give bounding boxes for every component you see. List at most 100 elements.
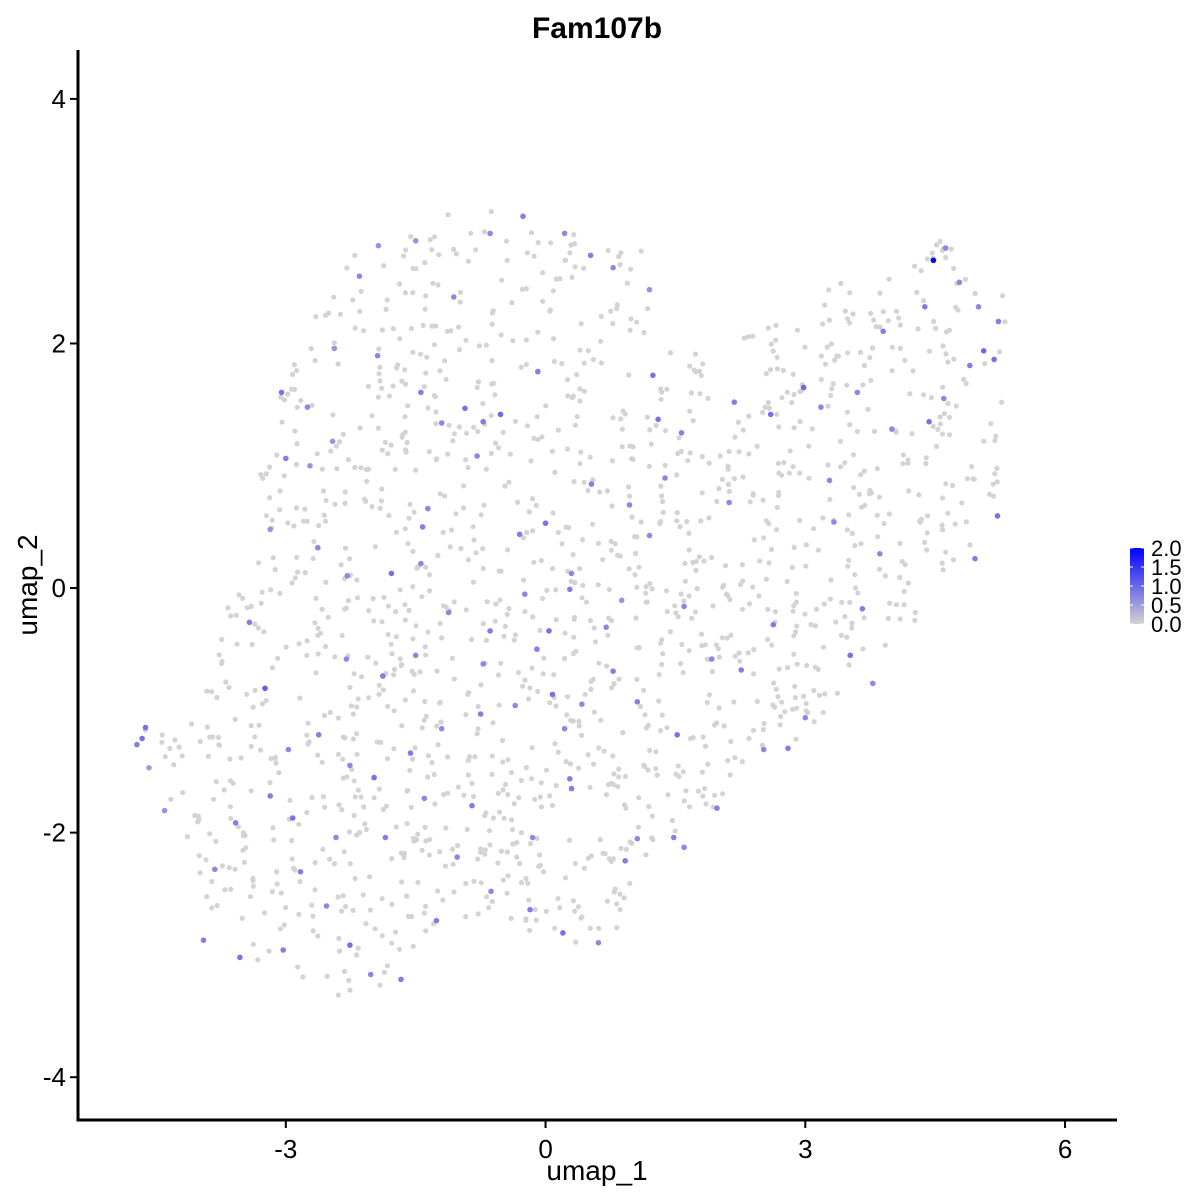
- cell-point: [315, 544, 321, 551]
- background-cell-point: [204, 688, 210, 694]
- background-cell-point: [228, 815, 234, 822]
- background-cell-point: [688, 390, 695, 396]
- y-axis-title: umap_2: [12, 534, 43, 635]
- background-cell-point: [325, 614, 331, 620]
- background-cell-point: [912, 263, 918, 269]
- background-cell-point: [402, 290, 409, 296]
- background-cell-point: [407, 767, 413, 773]
- background-cell-point: [550, 336, 557, 342]
- background-cell-point: [518, 830, 525, 836]
- background-cell-point: [375, 425, 381, 431]
- background-cell-point: [256, 722, 262, 728]
- background-cell-point: [844, 382, 850, 388]
- background-cell-point: [549, 802, 556, 809]
- background-cell-point: [397, 336, 403, 342]
- background-cell-point: [529, 665, 535, 671]
- background-cell-point: [270, 825, 276, 831]
- background-cell-point: [344, 265, 350, 271]
- background-cell-point: [993, 433, 999, 439]
- background-cell-point: [523, 875, 529, 882]
- background-cell-point: [939, 431, 946, 437]
- background-cell-point: [523, 764, 530, 771]
- background-cell-point: [741, 335, 747, 341]
- background-cell-point: [889, 344, 895, 350]
- background-cell-point: [663, 588, 670, 594]
- background-cell-point: [466, 754, 473, 760]
- background-cell-point: [333, 443, 339, 449]
- background-cell-point: [406, 607, 412, 614]
- cell-point: [975, 304, 982, 310]
- background-cell-point: [300, 518, 307, 524]
- cell-point: [560, 930, 566, 936]
- background-cell-point: [505, 791, 511, 798]
- background-cell-point: [528, 776, 535, 782]
- background-cell-point: [590, 521, 596, 527]
- background-cell-point: [210, 734, 216, 740]
- background-cell-point: [405, 403, 411, 409]
- background-cell-point: [902, 562, 908, 568]
- background-cell-point: [281, 922, 287, 928]
- background-cell-point: [914, 289, 920, 295]
- background-cell-point: [433, 457, 439, 463]
- background-cell-point: [629, 514, 635, 520]
- background-cell-point: [406, 515, 412, 521]
- background-cell-point: [774, 411, 780, 417]
- background-cell-point: [397, 587, 403, 593]
- background-cell-point: [430, 280, 436, 286]
- background-cell-point: [681, 798, 687, 804]
- background-cell-point: [858, 472, 864, 478]
- background-cell-point: [320, 846, 326, 852]
- background-cell-point: [476, 343, 482, 349]
- background-cell-point: [501, 633, 507, 640]
- background-cell-point: [686, 530, 692, 536]
- background-cell-point: [945, 359, 951, 365]
- background-cell-point: [846, 662, 852, 668]
- background-cell-point: [366, 608, 372, 614]
- background-cell-point: [328, 448, 334, 454]
- background-cell-point: [528, 458, 534, 464]
- cell-point: [646, 532, 653, 539]
- cell-point: [480, 661, 487, 667]
- background-cell-point: [528, 841, 534, 847]
- background-cell-point: [791, 651, 797, 657]
- background-cell-point: [672, 828, 678, 834]
- background-cell-point: [419, 725, 425, 731]
- background-cell-point: [379, 486, 385, 492]
- background-cell-point: [385, 603, 391, 609]
- background-cell-point: [797, 470, 803, 476]
- background-cell-point: [851, 485, 857, 491]
- background-cell-point: [443, 825, 449, 831]
- background-cell-point: [617, 262, 623, 268]
- cell-point: [626, 502, 633, 508]
- background-cell-point: [500, 429, 506, 435]
- background-cell-point: [700, 361, 706, 367]
- background-cell-point: [250, 883, 256, 889]
- background-cell-point: [358, 674, 365, 680]
- cell-point: [329, 438, 336, 445]
- background-cell-point: [481, 229, 488, 235]
- background-cell-point: [596, 660, 602, 666]
- background-cell-point: [821, 601, 827, 607]
- background-cell-point: [475, 856, 481, 862]
- background-cell-point: [511, 801, 517, 807]
- background-cell-point: [780, 367, 787, 373]
- background-cell-point: [889, 368, 895, 374]
- background-cell-point: [699, 453, 705, 460]
- background-cell-point: [563, 758, 569, 765]
- background-cell-point: [410, 943, 416, 949]
- background-cell-point: [736, 650, 742, 656]
- background-cell-point: [921, 392, 927, 398]
- cell-point: [972, 555, 978, 562]
- background-cell-point: [423, 838, 429, 844]
- background-cell-point: [845, 563, 851, 569]
- cell-point: [767, 411, 774, 418]
- background-cell-point: [678, 591, 684, 597]
- background-cell-point: [982, 361, 988, 367]
- background-cell-point: [435, 282, 441, 288]
- background-cell-point: [354, 595, 361, 601]
- background-cell-point: [500, 877, 506, 883]
- background-cell-point: [276, 770, 282, 776]
- cell-point: [534, 646, 540, 652]
- background-cell-point: [667, 350, 674, 356]
